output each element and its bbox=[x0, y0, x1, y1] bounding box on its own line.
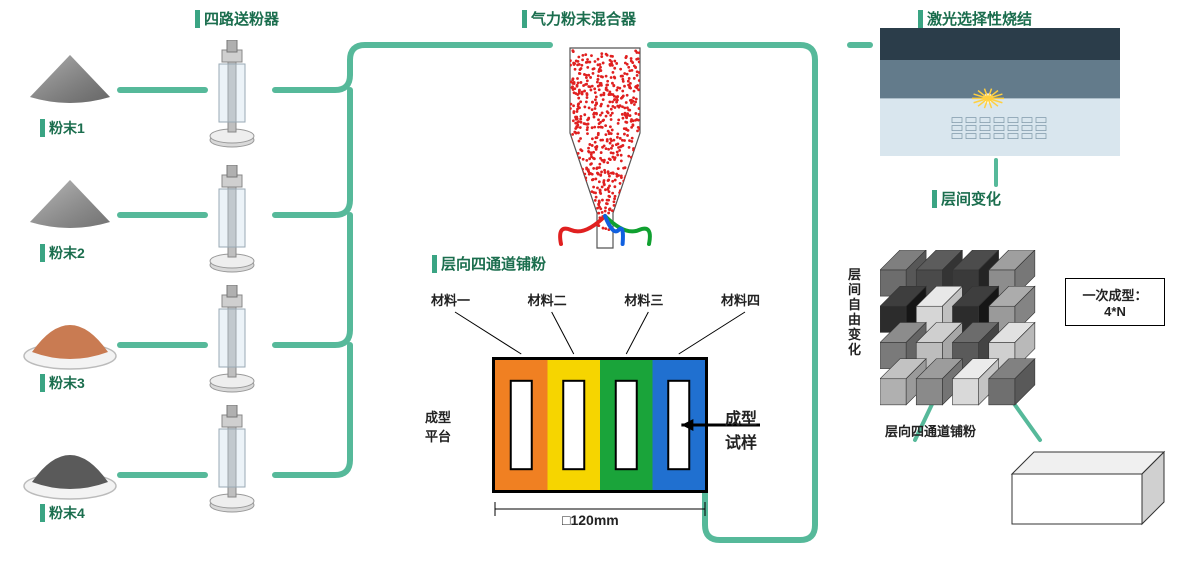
section-label-text: 层向四通道铺粉 bbox=[441, 253, 546, 274]
interlayer-bottom-caption: 层向四通道铺粉 bbox=[885, 421, 976, 440]
connector-5 bbox=[275, 90, 350, 215]
feeder-device-2 bbox=[207, 165, 257, 273]
platform-caption-left: 成型 平台 bbox=[425, 407, 451, 445]
section-label-spreader: 层向四通道铺粉 bbox=[432, 253, 546, 274]
section-label-mixer: 气力粉末混合器 bbox=[522, 8, 636, 29]
powder-label-text: 粉末4 bbox=[49, 503, 85, 523]
powder-label-bar bbox=[40, 374, 45, 392]
section-label-bar bbox=[432, 255, 437, 273]
powder-label-text: 粉末3 bbox=[49, 373, 85, 393]
connector-7 bbox=[275, 345, 350, 475]
section-label-text: 气力粉末混合器 bbox=[531, 8, 636, 29]
powder-pile-3 bbox=[20, 300, 120, 370]
sample-label: 成型 试样 bbox=[725, 405, 757, 453]
connector-12 bbox=[1010, 398, 1040, 440]
section-label-text: 激光选择性烧结 bbox=[927, 8, 1032, 29]
powder-pile-4 bbox=[20, 430, 120, 500]
powder-label-bar bbox=[40, 119, 45, 137]
powder-label-text: 粉末1 bbox=[49, 118, 85, 138]
powder-label-4: 粉末4 bbox=[40, 503, 85, 523]
section-label-sinter: 激光选择性烧结 bbox=[918, 8, 1032, 29]
powder-label-bar bbox=[40, 244, 45, 262]
feeder-device-4 bbox=[207, 405, 257, 513]
interlayer-vertical-label: 层 间 自 由 变 化 bbox=[848, 268, 861, 358]
section-label-feeder: 四路送粉器 bbox=[195, 8, 279, 29]
material-label-2: 材料二 bbox=[528, 290, 567, 309]
section-label-bar bbox=[195, 10, 200, 28]
powder-label-3: 粉末3 bbox=[40, 373, 85, 393]
laser-sinter-photo bbox=[880, 28, 1120, 156]
material-label-3: 材料三 bbox=[624, 290, 663, 309]
feeder-device-3 bbox=[207, 285, 257, 393]
powder-pile-1 bbox=[20, 45, 120, 115]
powder-label-1: 粉末1 bbox=[40, 118, 85, 138]
section-label-text: 层间变化 bbox=[941, 188, 1001, 209]
platform-column-1 bbox=[495, 360, 548, 490]
material-label-1: 材料一 bbox=[431, 290, 470, 309]
platform-column-2 bbox=[548, 360, 601, 490]
forming-count-box: 一次成型： 4*N bbox=[1065, 278, 1165, 326]
platform-column-3 bbox=[600, 360, 653, 490]
platform-dimension: □120mm bbox=[562, 512, 619, 528]
single-block-3d bbox=[1010, 450, 1166, 526]
powder-label-bar bbox=[40, 504, 45, 522]
powder-pile-2 bbox=[20, 170, 120, 240]
section-label-bar bbox=[522, 10, 527, 28]
section-label-interlayer: 层间变化 bbox=[932, 188, 1001, 209]
interlayer-stack bbox=[880, 250, 1055, 425]
section-label-bar bbox=[932, 190, 937, 208]
section-label-bar bbox=[918, 10, 923, 28]
connector-4 bbox=[275, 45, 550, 90]
section-label-text: 四路送粉器 bbox=[204, 8, 279, 29]
material-label-4: 材料四 bbox=[721, 290, 760, 309]
connector-6 bbox=[275, 215, 350, 345]
powder-label-2: 粉末2 bbox=[40, 243, 85, 263]
feeder-device-1 bbox=[207, 40, 257, 148]
platform-column-4 bbox=[653, 360, 706, 490]
powder-label-text: 粉末2 bbox=[49, 243, 85, 263]
